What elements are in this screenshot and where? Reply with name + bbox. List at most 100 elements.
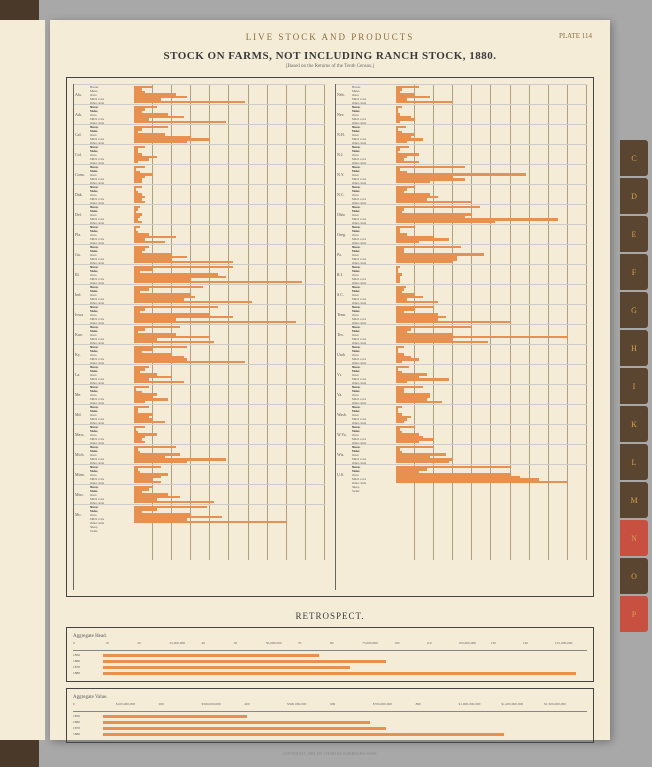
state-block: Wash.HorsesMulesOxenMilch cowsOther catt…: [336, 404, 587, 424]
bar-group: [134, 205, 325, 224]
category-labels: HorsesMulesOxenMilch cowsOther cattleShe…: [90, 445, 134, 464]
state-block: N.Y.HorsesMulesOxenMilch cowsOther cattl…: [336, 164, 587, 184]
bar: [134, 141, 187, 143]
bar-group: [134, 425, 325, 444]
state-block: IowaHorsesMulesOxenMilch cowsOther cattl…: [74, 304, 325, 324]
bar: [134, 341, 214, 343]
scale-tick: $500,000,000: [287, 702, 330, 711]
bar: [134, 241, 165, 243]
state-abbr: N.C.: [336, 185, 352, 204]
book-frame: LIVE STOCK AND PRODUCTS PLATE 114 STOCK …: [0, 0, 652, 767]
bar: [134, 261, 233, 263]
scale-tick: 25,000,000: [169, 641, 201, 650]
category-labels: HorsesMulesOxenMilch cowsOther cattleShe…: [352, 225, 396, 244]
retro-row: 1870: [73, 665, 587, 669]
scale-tick: 70: [298, 641, 330, 650]
state-abbr: Ark.: [74, 105, 90, 124]
scale-tick: 0: [73, 702, 116, 711]
state-abbr: Kan.: [74, 325, 90, 344]
scale-tick: 50,000,000: [266, 641, 298, 650]
category-labels: HorsesMulesOxenMilch cowsOther cattleShe…: [90, 465, 134, 484]
chart-subtitle: [Based on the Returns of the Tenth Censu…: [66, 64, 594, 69]
bar-group: [396, 245, 587, 264]
index-tab[interactable]: N: [620, 520, 648, 556]
state-block: Col.HorsesMulesOxenMilch cowsOther cattl…: [74, 144, 325, 164]
bar-group: [396, 385, 587, 404]
scale-tick: 110: [426, 641, 458, 650]
category-labels: HorsesMulesOxenMilch cowsOther cattleShe…: [352, 345, 396, 364]
index-tab[interactable]: M: [620, 482, 648, 518]
bar-group: [134, 165, 325, 184]
retro-bar: [103, 715, 247, 718]
bar-group: [134, 225, 325, 244]
category-labels: HorsesMulesOxenMilch cowsOther cattleShe…: [90, 365, 134, 384]
state-abbr: Miss.: [74, 485, 90, 504]
state-abbr: Conn.: [74, 165, 90, 184]
state-block: Me.HorsesMulesOxenMilch cowsOther cattle…: [74, 384, 325, 404]
state-block: Ala.HorsesMulesOxenMilch cowsOther cattl…: [74, 84, 325, 104]
index-tab[interactable]: K: [620, 406, 648, 442]
bar-group: [396, 85, 587, 104]
scale-tick: 100: [394, 641, 426, 650]
state-abbr: Neb.: [336, 85, 352, 104]
index-tab[interactable]: C: [620, 140, 648, 176]
chart-title: STOCK ON FARMS, NOT INCLUDING RANCH STOC…: [66, 50, 594, 62]
state-list: Ala.HorsesMulesOxenMilch cowsOther cattl…: [74, 84, 325, 524]
state-abbr: S.C.: [336, 285, 352, 304]
bar-group: [396, 145, 587, 164]
state-block: Vt.HorsesMulesOxenMilch cowsOther cattle…: [336, 364, 587, 384]
index-tab[interactable]: G: [620, 292, 648, 328]
state-abbr: N.H.: [336, 125, 352, 144]
state-block: UtahHorsesMulesOxenMilch cowsOther cattl…: [336, 344, 587, 364]
scale-tick: 800: [416, 702, 459, 711]
retro-year: 1880: [73, 671, 103, 675]
index-tab[interactable]: I: [620, 368, 648, 404]
index-tab[interactable]: P: [620, 596, 648, 632]
category-labels: HorsesMulesOxenMilch cowsOther cattleShe…: [90, 265, 134, 284]
category-labels: HorsesMulesOxenMilch cowsOther cattleShe…: [90, 405, 134, 424]
state-abbr: Vt.: [336, 365, 352, 384]
category-labels: HorsesMulesOxenMilch cowsOther cattleShe…: [352, 445, 396, 464]
copyright-line: COPYRIGHT, 1883, BY CHARLES SCRIBNER'S S…: [66, 751, 594, 756]
index-tab[interactable]: F: [620, 254, 648, 290]
bar-group: [134, 305, 325, 324]
bar: [396, 481, 568, 483]
state-abbr: Mich.: [74, 445, 90, 464]
retro-year: 1870: [73, 726, 103, 730]
retro-row: 1880: [73, 671, 587, 675]
bar-group: [134, 445, 325, 464]
state-block: Del.HorsesMulesOxenMilch cowsOther cattl…: [74, 204, 325, 224]
category-labels: HorsesMulesOxenMilch cowsOther cattleShe…: [352, 205, 396, 224]
bar-group: [396, 345, 587, 364]
bar: [396, 421, 404, 423]
retrospect-head-block: Aggregate Head. 0102025,000,000405050,00…: [66, 627, 594, 682]
category-labels: HorsesMulesOxenMilch cowsOther cattleShe…: [90, 225, 134, 244]
index-tab[interactable]: L: [620, 444, 648, 480]
state-abbr: W.Va.: [336, 425, 352, 444]
state-block: R.I.HorsesMulesOxenMilch cowsOther cattl…: [336, 264, 587, 284]
index-tab[interactable]: H: [620, 330, 648, 366]
bar-group: [134, 125, 325, 144]
bar: [396, 321, 511, 323]
right-chart-column: Neb. HorsesMulesOxenMilch cowsOther cattl…: [335, 84, 587, 590]
retro-row: 1870: [73, 726, 587, 730]
state-abbr: Tex.: [336, 325, 352, 344]
category-labels: HorsesMulesOxenMilch cowsOther cattleShe…: [352, 125, 396, 144]
bar-group: [134, 365, 325, 384]
retrospect-value-block: Aggregate Value. 0$100,000,000200$300,00…: [66, 688, 594, 743]
index-tab[interactable]: D: [620, 178, 648, 214]
bar-group: [134, 265, 325, 284]
bar: [134, 161, 138, 163]
index-tab[interactable]: O: [620, 558, 648, 594]
state-abbr: Pa.: [336, 245, 352, 264]
state-block: U.S.HorsesMulesOxenMilch cowsOther cattl…: [336, 464, 587, 484]
bar: [134, 306, 218, 308]
retro-row: 1860: [73, 720, 587, 724]
bar: [134, 361, 245, 363]
bar: [396, 301, 438, 303]
bar-group: [396, 465, 587, 484]
category-labels: HorsesMulesOxenMilch cowsOther cattleShe…: [90, 305, 134, 324]
index-tab[interactable]: E: [620, 216, 648, 252]
scale-tick: 40: [202, 641, 234, 650]
scale-tick: 125,000,000: [555, 641, 587, 650]
